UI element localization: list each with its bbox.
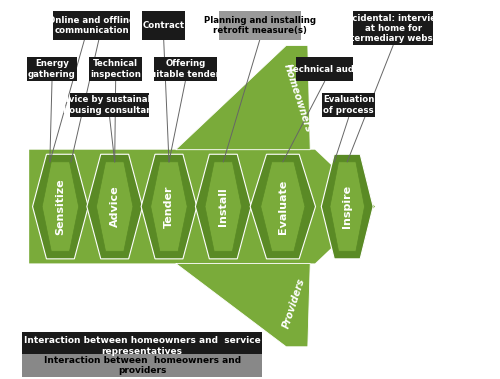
FancyBboxPatch shape (322, 93, 375, 117)
FancyBboxPatch shape (154, 57, 216, 81)
Text: Sensitize: Sensitize (56, 178, 66, 235)
Text: Interaction between homeowners and  service
representatives: Interaction between homeowners and servi… (24, 336, 260, 356)
Polygon shape (260, 162, 305, 251)
FancyBboxPatch shape (296, 57, 354, 81)
Text: Energy
gathering: Energy gathering (28, 60, 76, 79)
Text: Interaction between  homeowners and
providers: Interaction between homeowners and provi… (44, 356, 240, 376)
Polygon shape (176, 263, 310, 347)
FancyBboxPatch shape (142, 11, 186, 40)
FancyBboxPatch shape (22, 332, 262, 360)
Text: Tender: Tender (164, 185, 174, 228)
Text: Online and offline
communication: Online and offline communication (48, 16, 135, 35)
Text: Advice: Advice (110, 186, 120, 227)
Polygon shape (29, 150, 375, 263)
FancyBboxPatch shape (27, 57, 77, 81)
Polygon shape (32, 154, 88, 259)
FancyBboxPatch shape (53, 11, 130, 40)
Polygon shape (250, 154, 316, 259)
Polygon shape (176, 45, 310, 150)
Text: Incidental: interview
at home for
intermediary website: Incidental: interview at home for interm… (340, 14, 446, 43)
Polygon shape (42, 162, 78, 251)
Text: Providers: Providers (282, 277, 307, 330)
Text: Technical audit: Technical audit (288, 65, 362, 74)
FancyBboxPatch shape (70, 93, 150, 117)
Polygon shape (196, 154, 251, 259)
Polygon shape (150, 162, 187, 251)
FancyBboxPatch shape (219, 11, 300, 40)
Text: Advice by sustainable
housing consultant: Advice by sustainable housing consultant (56, 96, 163, 115)
Polygon shape (330, 162, 364, 251)
Polygon shape (87, 154, 142, 259)
Polygon shape (322, 154, 373, 259)
FancyBboxPatch shape (22, 354, 262, 377)
Polygon shape (205, 162, 242, 251)
Text: Evaluate: Evaluate (278, 179, 288, 234)
FancyBboxPatch shape (354, 11, 432, 45)
Polygon shape (141, 154, 197, 259)
Text: Install: Install (218, 187, 228, 226)
Polygon shape (96, 162, 133, 251)
Text: Inspire: Inspire (342, 185, 352, 228)
Text: Evaluation
of process: Evaluation of process (323, 96, 374, 115)
Text: Homeowners: Homeowners (282, 63, 313, 134)
Text: Offering
suitable tenders: Offering suitable tenders (146, 60, 226, 79)
Text: Contract: Contract (142, 21, 185, 30)
Text: Technical
inspection: Technical inspection (90, 60, 141, 79)
FancyBboxPatch shape (89, 57, 142, 81)
Text: Planning and installing
retrofit measure(s): Planning and installing retrofit measure… (204, 16, 316, 35)
